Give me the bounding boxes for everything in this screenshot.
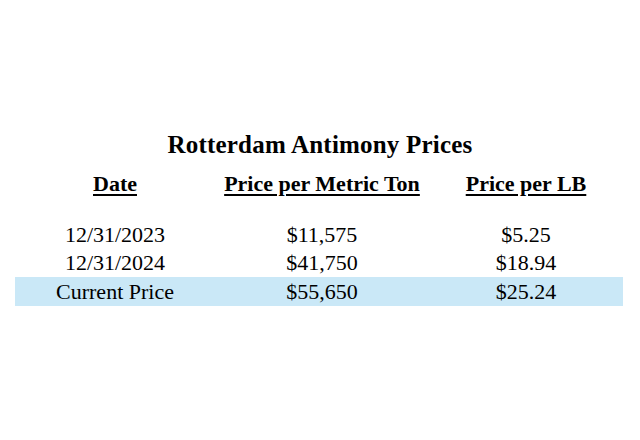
date-cell: Current Price <box>15 277 215 306</box>
price-per-metric-ton-cell: $41,750 <box>215 249 429 277</box>
date-cell: 12/31/2024 <box>15 249 215 277</box>
document-page: Rotterdam Antimony Prices Date Price per… <box>0 0 640 440</box>
price-per-metric-ton-cell: $55,650 <box>215 277 429 306</box>
table-row-current-price-highlighted: Current Price $55,650 $25.24 <box>15 277 623 306</box>
page-title: Rotterdam Antimony Prices <box>0 130 640 160</box>
header-price-per-metric-ton: Price per Metric Ton <box>215 170 429 198</box>
header-date: Date <box>15 170 215 198</box>
header-price-per-lb: Price per LB <box>429 170 623 198</box>
price-per-lb-cell: $18.94 <box>429 249 623 277</box>
price-per-lb-cell: $25.24 <box>429 277 623 306</box>
table-row: 12/31/2024 $41,750 $18.94 <box>15 249 623 277</box>
table-row: 12/31/2023 $11,575 $5.25 <box>15 221 623 249</box>
header-body-spacer <box>15 198 623 221</box>
header-price-per-lb-label: Price per LB <box>466 171 587 196</box>
date-cell: 12/31/2023 <box>15 221 215 249</box>
price-per-metric-ton-cell: $11,575 <box>215 221 429 249</box>
header-price-per-metric-ton-label: Price per Metric Ton <box>224 171 420 196</box>
price-per-lb-cell: $5.25 <box>429 221 623 249</box>
table-header-row: Date Price per Metric Ton Price per LB <box>15 170 623 198</box>
header-date-label: Date <box>93 171 137 196</box>
price-table: Date Price per Metric Ton Price per LB 1… <box>15 170 623 306</box>
